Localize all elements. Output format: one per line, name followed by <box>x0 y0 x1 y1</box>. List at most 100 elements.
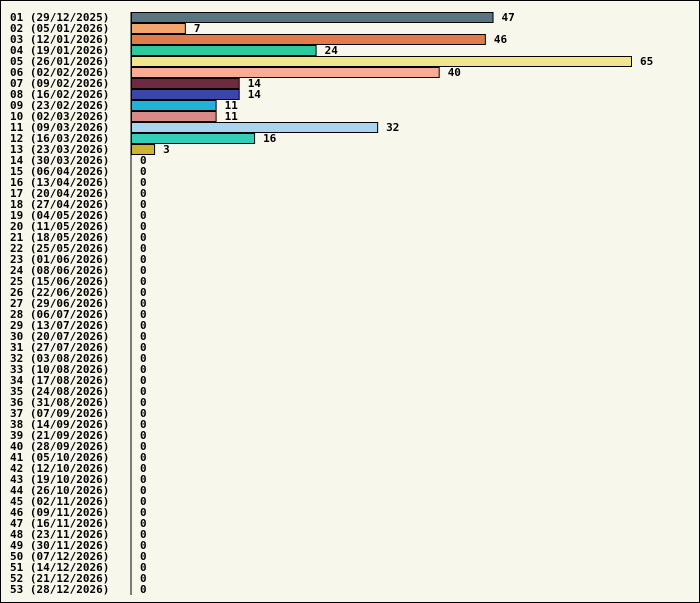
category-label: 50 (07/12/2026) <box>10 550 109 563</box>
value-labels: 4774624654014141111321630000000000000000… <box>140 11 653 596</box>
category-label: 31 (27/07/2026) <box>10 341 109 354</box>
value-label: 0 <box>140 473 147 486</box>
category-label: 09 (23/02/2026) <box>10 99 109 112</box>
value-label: 0 <box>140 550 147 563</box>
value-label: 0 <box>140 176 147 189</box>
bar <box>131 144 156 155</box>
category-label: 36 (31/08/2026) <box>10 396 109 409</box>
category-label: 11 (09/03/2026) <box>10 121 109 134</box>
value-label: 0 <box>140 363 147 376</box>
value-label: 40 <box>448 66 461 79</box>
value-label: 0 <box>140 231 147 244</box>
bar <box>131 45 317 56</box>
value-label: 0 <box>140 187 147 200</box>
category-label: 34 (17/08/2026) <box>10 374 109 387</box>
category-label: 27 (29/06/2026) <box>10 297 109 310</box>
bar <box>131 23 186 34</box>
category-label: 29 (13/07/2026) <box>10 319 109 332</box>
category-label: 48 (23/11/2026) <box>10 528 109 541</box>
value-label: 0 <box>140 220 147 233</box>
value-label: 0 <box>140 341 147 354</box>
category-label: 22 (25/05/2026) <box>10 242 109 255</box>
bar <box>131 34 486 45</box>
bar <box>131 78 240 89</box>
value-label: 0 <box>140 286 147 299</box>
category-label: 46 (09/11/2026) <box>10 506 109 519</box>
category-label: 37 (07/09/2026) <box>10 407 109 420</box>
value-label: 47 <box>502 11 515 24</box>
category-label: 08 (16/02/2026) <box>10 88 109 101</box>
category-label: 18 (27/04/2026) <box>10 198 109 211</box>
category-label: 33 (10/08/2026) <box>10 363 109 376</box>
value-label: 0 <box>140 451 147 464</box>
value-label: 0 <box>140 583 147 596</box>
category-label: 30 (20/07/2026) <box>10 330 109 343</box>
value-label: 65 <box>640 55 653 68</box>
value-label: 0 <box>140 440 147 453</box>
category-label: 38 (14/09/2026) <box>10 418 109 431</box>
value-label: 0 <box>140 154 147 167</box>
category-label: 26 (22/06/2026) <box>10 286 109 299</box>
category-label: 01 (29/12/2025) <box>10 11 109 24</box>
category-label: 14 (30/03/2026) <box>10 154 109 167</box>
value-label: 14 <box>248 88 262 101</box>
category-label: 28 (06/07/2026) <box>10 308 109 321</box>
bar <box>131 89 240 100</box>
value-label: 11 <box>225 110 239 123</box>
category-label: 53 (28/12/2026) <box>10 583 109 596</box>
value-label: 0 <box>140 242 147 255</box>
category-label: 05 (26/01/2026) <box>10 55 109 68</box>
category-label: 25 (15/06/2026) <box>10 275 109 288</box>
value-label: 24 <box>325 44 339 57</box>
bar <box>131 12 494 23</box>
value-label: 0 <box>140 396 147 409</box>
value-label: 7 <box>194 22 201 35</box>
bar <box>131 100 217 111</box>
category-label: 23 (01/06/2026) <box>10 253 109 266</box>
value-label: 32 <box>386 121 399 134</box>
category-label: 07 (09/02/2026) <box>10 77 109 90</box>
value-label: 0 <box>140 209 147 222</box>
category-label: 04 (19/01/2026) <box>10 44 109 57</box>
category-label: 17 (20/04/2026) <box>10 187 109 200</box>
value-label: 0 <box>140 506 147 519</box>
category-label: 03 (12/01/2026) <box>10 33 109 46</box>
value-label: 14 <box>248 77 262 90</box>
category-label: 42 (12/10/2026) <box>10 462 109 475</box>
value-label: 0 <box>140 561 147 574</box>
value-label: 0 <box>140 429 147 442</box>
category-label: 24 (08/06/2026) <box>10 264 109 277</box>
value-label: 0 <box>140 484 147 497</box>
value-label: 11 <box>225 99 239 112</box>
category-label: 44 (26/10/2026) <box>10 484 109 497</box>
category-label: 10 (02/03/2026) <box>10 110 109 123</box>
category-label: 16 (13/04/2026) <box>10 176 109 189</box>
value-label: 0 <box>140 418 147 431</box>
value-label: 0 <box>140 374 147 387</box>
category-label: 51 (14/12/2026) <box>10 561 109 574</box>
bar <box>131 133 256 144</box>
bars <box>131 12 632 155</box>
category-label: 49 (30/11/2026) <box>10 539 109 552</box>
value-label: 0 <box>140 264 147 277</box>
value-label: 16 <box>263 132 277 145</box>
bar <box>131 122 379 133</box>
value-label: 3 <box>163 143 170 156</box>
bar <box>131 67 440 78</box>
category-label: 40 (28/09/2026) <box>10 440 109 453</box>
value-label: 0 <box>140 385 147 398</box>
category-label: 13 (23/03/2026) <box>10 143 109 156</box>
category-label: 47 (16/11/2026) <box>10 517 109 530</box>
category-label: 45 (02/11/2026) <box>10 495 109 508</box>
value-label: 0 <box>140 517 147 530</box>
category-label: 32 (03/08/2026) <box>10 352 109 365</box>
value-label: 0 <box>140 407 147 420</box>
value-label: 0 <box>140 319 147 332</box>
value-label: 0 <box>140 495 147 508</box>
category-label: 19 (04/05/2026) <box>10 209 109 222</box>
category-label: 41 (05/10/2026) <box>10 451 109 464</box>
value-label: 0 <box>140 539 147 552</box>
value-label: 0 <box>140 275 147 288</box>
